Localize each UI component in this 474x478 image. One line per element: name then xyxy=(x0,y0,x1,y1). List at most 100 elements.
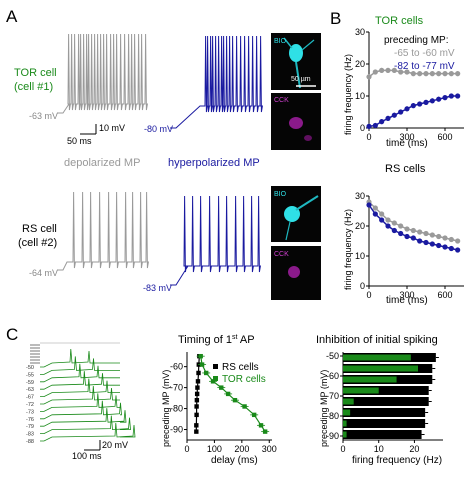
inhib-bar-rs xyxy=(343,397,429,406)
rs-chart-point xyxy=(404,226,410,232)
scale-bar-a xyxy=(80,124,97,135)
tor-chart-point xyxy=(448,71,454,77)
rs-chart-point xyxy=(391,227,397,234)
step-trace xyxy=(40,348,120,368)
scale-bar-c xyxy=(84,440,101,451)
rs-chart-y-tick-label: 10 xyxy=(355,251,365,261)
rs-chart-y-tick-label: 0 xyxy=(360,281,365,291)
rs-chart-point xyxy=(379,211,385,217)
step-trace-label: -88 xyxy=(26,439,34,445)
tor-chart-y-tick-label: 30 xyxy=(355,27,365,37)
timing-point xyxy=(232,397,238,403)
scale-mv-a: 10 mV xyxy=(99,123,125,133)
inhib-y-tick-label: -60 xyxy=(326,371,339,381)
tor-chart-point xyxy=(417,71,423,77)
inhib-bar-tor xyxy=(343,387,379,394)
step-trace xyxy=(40,393,120,412)
legend-title: preceding MP: xyxy=(384,35,448,46)
tor-chart-point xyxy=(404,69,410,75)
b-xlabel-bottom: time (ms) xyxy=(386,295,428,306)
rs-legend-marker xyxy=(213,364,218,369)
scale-ms-a: 50 ms xyxy=(67,136,92,146)
tor-chart-x-tick-label: 0 xyxy=(366,132,371,142)
img-cck-label-2: CCK xyxy=(274,251,289,258)
rs-chart-point xyxy=(398,230,404,237)
step-trace-label: -76 xyxy=(26,417,34,423)
rs-legend: RS cells xyxy=(222,362,259,373)
rs-chart-point xyxy=(455,238,461,244)
rs-chart-point xyxy=(379,217,385,223)
tor-chart-point xyxy=(455,71,461,77)
tor-chart-point xyxy=(379,67,385,73)
tor-legend-marker xyxy=(213,376,218,381)
timing-y-tick-label: -80 xyxy=(170,404,183,414)
micrograph-rs-bio xyxy=(271,186,321,242)
rs-mp-gray: -64 mV xyxy=(29,268,58,278)
rs-chart-point xyxy=(442,244,448,250)
img-scale-label: 50 µm xyxy=(291,76,311,83)
step-trace xyxy=(40,378,120,397)
timing-point xyxy=(210,379,216,384)
tor-chart-point xyxy=(436,96,442,102)
rs-chart-point xyxy=(417,229,423,235)
inhib-bar-rs xyxy=(343,430,422,439)
panel-label-b: B xyxy=(330,9,341,28)
timing-point xyxy=(251,412,257,418)
tor-chart-y-tick-label: 0 xyxy=(360,123,365,133)
timing-x-tick-label: 0 xyxy=(184,444,189,454)
inhib-bar-rs xyxy=(343,419,426,428)
tor-chart-point xyxy=(385,115,391,121)
step-trace-label: -73 xyxy=(26,409,34,415)
inhib-y-tick-label: -70 xyxy=(326,391,339,401)
voltage-traces xyxy=(57,33,263,286)
panel-label-a: A xyxy=(6,7,18,26)
timing-point xyxy=(262,429,268,434)
timing-x-tick-label: 200 xyxy=(234,444,249,454)
rs-chart-point xyxy=(385,217,391,223)
step-trace xyxy=(40,385,120,405)
b-xlabel-top: time (ms) xyxy=(386,138,428,149)
timing-point xyxy=(194,404,199,409)
step-trace xyxy=(40,422,136,442)
tor-chart-point xyxy=(442,71,448,77)
inhib-x-tick-label: 20 xyxy=(409,444,419,454)
img-bio-label-2: BIO xyxy=(274,191,287,198)
micrograph-rs-cck xyxy=(271,246,321,300)
step-trace xyxy=(40,400,122,420)
rs-chart-point xyxy=(385,223,391,229)
tor-chart-point xyxy=(372,122,378,129)
tor-chart-point xyxy=(423,99,429,105)
inhib-bar-tor xyxy=(343,420,347,427)
rs-chart-x-tick-label: 300 xyxy=(399,290,414,300)
inhib-bar-tor xyxy=(343,376,397,383)
chart-inhibition: 0 10 20 -50 -60 -70 -80 -90 xyxy=(326,351,443,454)
inhib-x-tick-label: 0 xyxy=(340,444,345,454)
inhib-bar-tor xyxy=(343,354,411,361)
rs-chart-point xyxy=(372,205,378,211)
panel-label-c: C xyxy=(6,325,18,344)
inhib-y-tick-label: -90 xyxy=(326,431,339,441)
tor-cells-title: TOR cells xyxy=(375,15,424,27)
chart-rs-cells: 0 300 600 0 10 20 30 xyxy=(355,191,464,300)
tor-cell-label: TOR cell xyxy=(14,67,57,79)
tor-chart-point xyxy=(442,95,448,101)
rs-chart-point xyxy=(448,236,454,243)
tor-chart-y-tick-label: 10 xyxy=(355,91,365,101)
rs-chart-point xyxy=(436,233,442,240)
tor-chart-point xyxy=(391,67,397,73)
step-traces: -88-83 -79-76 -73-72-67 -63-59 -55-50 xyxy=(26,342,136,445)
timing-y-tick-label: -90 xyxy=(170,425,183,435)
rs-chart-point xyxy=(455,247,461,253)
timing-ylabel: preceding MP (mV) xyxy=(161,370,171,447)
step-trace-label: -67 xyxy=(26,395,34,401)
rs-chart-x-tick-label: 0 xyxy=(366,290,371,300)
rs-chart-x-tick-label: 600 xyxy=(437,290,452,300)
hyperpolarized-label: hyperpolarized MP xyxy=(168,157,260,169)
inhib-xlabel: firing frequency (Hz) xyxy=(352,455,442,466)
rs-chart-point xyxy=(417,238,423,244)
inhib-bar-rs xyxy=(343,386,429,395)
inhib-ylabel: preceding MP (mV) xyxy=(319,370,329,447)
tor-chart-point xyxy=(366,123,372,129)
rs-chart-point xyxy=(398,223,404,229)
